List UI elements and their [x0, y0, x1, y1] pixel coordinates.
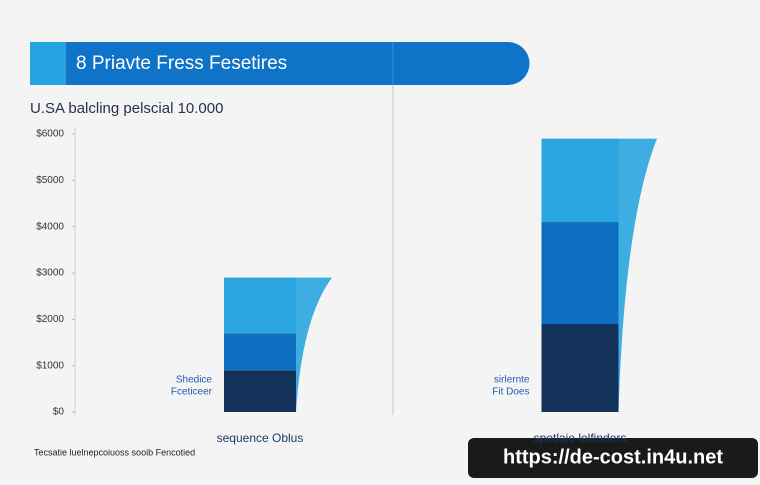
bar-swoosh — [296, 277, 332, 412]
y-tick-label: $6000 — [36, 129, 64, 140]
chart-title: 8 Priavte Fress Fesetires — [76, 53, 287, 74]
bar-segment — [224, 333, 296, 371]
annotation: Fceticeer — [171, 387, 213, 398]
bar-segment — [541, 138, 619, 223]
x-tick-label: sequence Oblus — [217, 431, 304, 445]
annotation: sirlernte — [494, 375, 530, 386]
bar-segment — [224, 277, 296, 334]
y-tick-label: $3000 — [36, 268, 64, 279]
bar-segment — [541, 323, 619, 412]
chart-subtitle: U.SA balcling pelscial 10.000 — [30, 100, 223, 117]
watermark: https://de-cost.in4u.net — [503, 446, 723, 468]
y-tick-label: $5000 — [36, 175, 64, 186]
footnote: Tecsatie luelnepcoiuoss sooib Fencotied — [34, 447, 195, 457]
watermark-box — [468, 438, 758, 478]
x-tick-label: spetlaie lelfinders — [534, 431, 627, 445]
y-tick-label: $1000 — [36, 360, 64, 371]
bar-segment — [541, 222, 619, 324]
annotation: Fit Does — [492, 387, 529, 398]
bar-swoosh — [618, 138, 657, 412]
bar-segment — [224, 370, 296, 412]
y-tick-label: $2000 — [36, 314, 64, 325]
y-tick-label: $0 — [53, 407, 65, 418]
header-bar — [30, 42, 530, 85]
y-tick-label: $4000 — [36, 221, 64, 232]
header-accent — [30, 42, 66, 85]
annotation: Shedice — [176, 375, 213, 386]
